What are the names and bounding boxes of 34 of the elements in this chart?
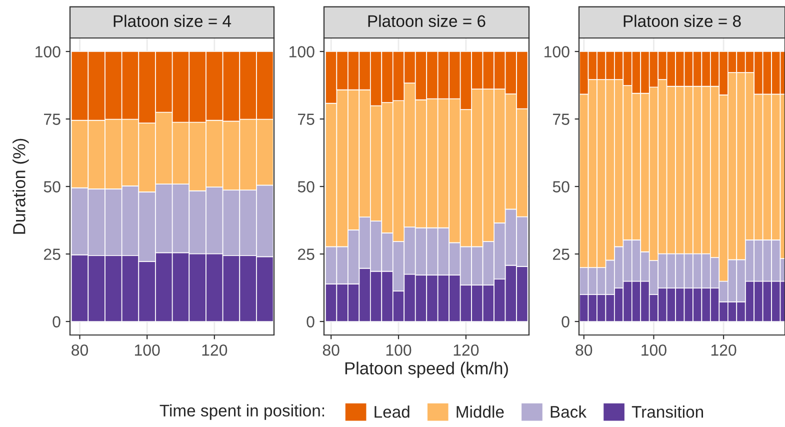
y-tick-label: 50: [44, 181, 60, 192]
y-tick-label: 0: [306, 316, 314, 328]
x-tick-label: 100: [642, 344, 666, 356]
x-tick-label: 120: [711, 344, 736, 356]
x-tick-label: 80: [72, 344, 88, 356]
x-tick-label: 100: [386, 344, 412, 356]
y-tick-label: 100: [36, 46, 60, 58]
x-tick-label: 80: [576, 344, 592, 356]
y-tick-label: 75: [44, 114, 60, 125]
x-tick-label: 100: [134, 344, 160, 356]
y-tick-label: 100: [290, 46, 314, 58]
y-tick-label: 25: [298, 248, 314, 260]
y-tick-label: 100: [544, 46, 570, 58]
legend-label: Middle: [456, 406, 504, 418]
y-tick-label: 50: [298, 181, 314, 192]
legend-title: Time spent in position:: [160, 404, 324, 420]
y-tick-label: 25: [44, 248, 60, 260]
chart-title: Platoon size = 4: [114, 14, 232, 28]
x-tick-label: 120: [202, 344, 228, 356]
y-tick-label: 75: [553, 114, 570, 125]
y-tick-label: 0: [562, 316, 570, 328]
legend-label: Transition: [632, 406, 703, 418]
y-tick-label: 75: [298, 114, 314, 125]
x-axis-title: Platoon speed (km/h): [345, 362, 508, 378]
legend-label: Back: [550, 406, 587, 418]
x-tick-label: 80: [322, 344, 340, 356]
y-tick-label: 25: [553, 248, 570, 260]
chart-title: Platoon size = 8: [624, 14, 741, 28]
chart-title: Platoon size = 6: [368, 14, 486, 28]
x-tick-label: 120: [454, 344, 479, 356]
legend-label: Lead: [374, 406, 410, 418]
y-axis-title: Duration (%): [12, 138, 29, 234]
y-tick-label: 0: [52, 316, 60, 328]
y-tick-label: 50: [552, 181, 570, 192]
